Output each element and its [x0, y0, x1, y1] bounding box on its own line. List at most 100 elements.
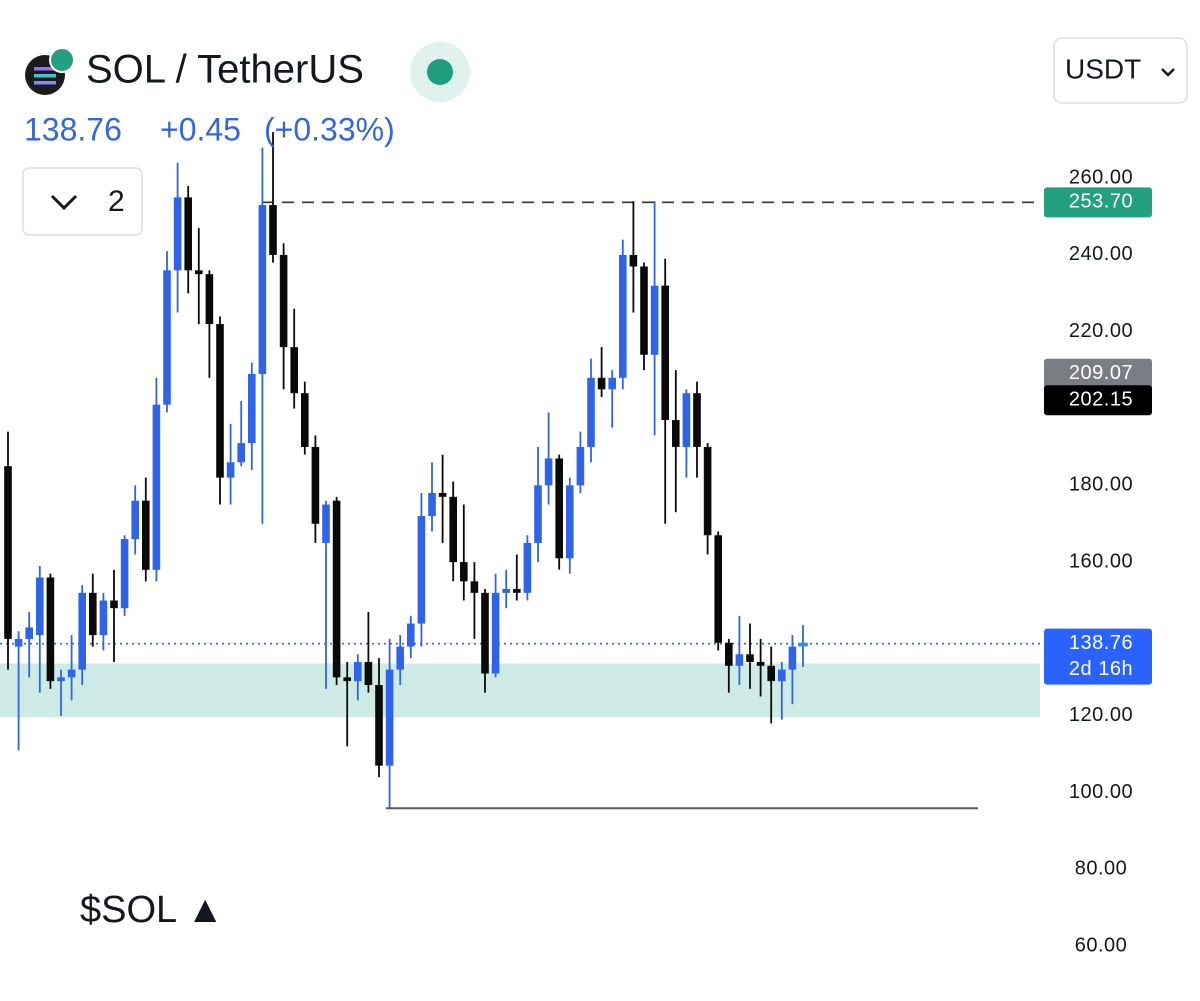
candle-body — [650, 285, 659, 355]
price-change-pct: (+0.33%) — [264, 111, 395, 147]
candle-body — [788, 646, 797, 670]
candle-body — [57, 677, 65, 682]
candle-body — [798, 642, 808, 647]
candle-body — [438, 493, 447, 497]
candle-body — [502, 589, 510, 593]
candle-body — [756, 661, 765, 666]
candle-body — [460, 562, 468, 582]
candle-body — [703, 446, 712, 536]
candle-body — [449, 496, 457, 563]
candle-body — [152, 404, 161, 570]
status-dot — [427, 59, 453, 85]
candle-body — [396, 646, 404, 670]
candle-body — [629, 254, 638, 267]
candle-body — [417, 516, 426, 624]
candle-body — [110, 600, 118, 609]
candle-body — [173, 197, 182, 271]
candle-body — [14, 638, 23, 647]
candle-body — [491, 592, 500, 674]
y-tick-label: 240.00 — [1069, 243, 1133, 265]
candle-body — [661, 285, 669, 421]
candle-body — [36, 577, 44, 636]
price-change: +0.45 — [160, 111, 241, 147]
last-price: 138.76 — [24, 111, 122, 147]
y-tick-label: 220.00 — [1069, 320, 1133, 342]
price-label-box — [1044, 358, 1152, 389]
candle-body — [258, 205, 267, 374]
candle-body — [767, 665, 775, 682]
candle-body — [576, 446, 585, 486]
plot-area: 260.00 240.00 220.00 180.00 160.00 120.00 100.… — [0, 132, 1152, 956]
candle-body — [332, 500, 341, 678]
currency-select[interactable]: USDT — [1053, 37, 1188, 104]
candle-body — [4, 466, 12, 639]
candle-body — [407, 623, 415, 647]
candle-body — [78, 592, 86, 670]
candle-body — [205, 274, 214, 325]
currency-label: USDT — [1065, 53, 1141, 84]
candle-body — [142, 500, 150, 570]
candle-body — [693, 393, 701, 447]
y-tick-label: 180.00 — [1069, 474, 1133, 496]
y-tick-label: 100.00 — [1069, 781, 1133, 803]
candle-body — [279, 254, 288, 348]
candle-body — [513, 589, 521, 593]
candle-body — [587, 377, 595, 447]
price-label-box — [1044, 628, 1152, 685]
candle-body — [248, 373, 256, 444]
candle-body — [555, 458, 563, 559]
candle-body — [89, 592, 97, 636]
candle-body — [619, 254, 627, 378]
candle-body — [566, 485, 574, 559]
y-tick-label: 260.00 — [1069, 166, 1133, 188]
price-label-box — [1044, 385, 1152, 416]
candle-body — [385, 669, 394, 766]
candle-body — [25, 627, 33, 639]
countdown-label: 2d 16h — [1069, 658, 1133, 680]
caption: $SOL ▲ — [80, 889, 224, 931]
candle-body — [746, 654, 754, 662]
candle-body — [237, 443, 245, 463]
candle-body — [544, 458, 553, 486]
candle-body — [481, 592, 489, 674]
candle-body — [523, 542, 532, 593]
candle-body — [311, 446, 320, 524]
y-tick-label: 160.00 — [1069, 550, 1133, 572]
candle-body — [470, 581, 479, 593]
candle-body — [131, 500, 139, 540]
candle-body — [269, 205, 277, 255]
candle-body — [99, 600, 108, 636]
candle-body — [725, 642, 733, 666]
candle-body — [343, 677, 351, 682]
indicator-toggle[interactable]: 2 — [22, 167, 143, 236]
candle-body — [778, 669, 786, 682]
y-tick-label: 120.00 — [1069, 704, 1133, 726]
candle-body — [184, 197, 192, 271]
candle-body — [46, 577, 55, 682]
price-label-box — [1044, 187, 1152, 218]
candle-body — [301, 393, 309, 447]
candle-body — [640, 266, 648, 355]
y-tick-label: 80.00 — [1075, 858, 1128, 880]
price-label: 138.76 — [1069, 632, 1133, 654]
candle-body — [735, 654, 744, 666]
candle-body — [163, 270, 171, 405]
price-label: 253.70 — [1069, 191, 1133, 213]
indicator-count: 2 — [108, 185, 125, 218]
symbol-title: SOL / TetherUS — [86, 48, 364, 92]
candle-body — [67, 669, 76, 678]
candle-body — [120, 539, 129, 609]
price-label: 209.07 — [1069, 362, 1133, 384]
candle-body — [375, 684, 383, 766]
candle-body — [364, 661, 373, 685]
support-zone — [0, 663, 1040, 718]
candle-body — [608, 377, 616, 390]
candle-body — [428, 493, 436, 517]
candle-body — [354, 661, 362, 682]
price-label: 202.15 — [1069, 389, 1133, 411]
candle-body — [682, 393, 691, 447]
candle-body — [322, 504, 330, 543]
candle-body — [714, 535, 722, 643]
